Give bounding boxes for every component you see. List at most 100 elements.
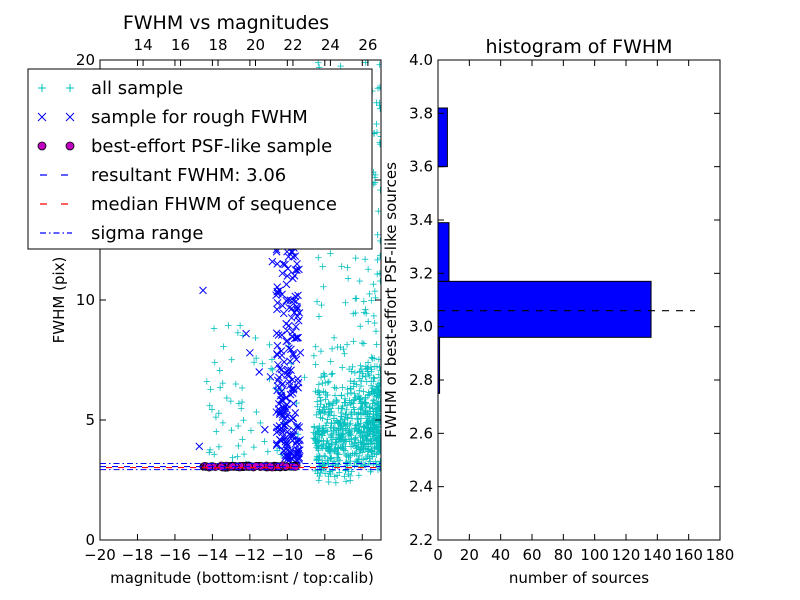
scatter-point-rough-fwhm bbox=[294, 333, 302, 342]
scatter-point-all-sample bbox=[370, 396, 378, 404]
scatter-point-all-sample bbox=[361, 411, 369, 418]
scatter-point-all-sample bbox=[343, 406, 350, 414]
scatter-point-all-sample bbox=[373, 383, 380, 390]
scatter-point-rough-fwhm bbox=[285, 344, 293, 353]
scatter-point-all-sample bbox=[313, 454, 321, 462]
y-tick-label: 10 bbox=[76, 291, 95, 309]
scatter-point-all-sample bbox=[315, 408, 323, 416]
x-tick-label: 60 bbox=[522, 546, 541, 564]
scatter-point-all-sample bbox=[370, 423, 377, 431]
scatter-point-rough-fwhm bbox=[273, 341, 282, 350]
scatter-point-rough-fwhm bbox=[293, 333, 301, 342]
scatter-point-all-sample bbox=[364, 392, 372, 399]
scatter-point-all-sample bbox=[346, 438, 353, 445]
scatter-point-all-sample bbox=[321, 429, 328, 436]
scatter-point-all-sample bbox=[316, 389, 323, 396]
scatter-point-rough-fwhm bbox=[287, 304, 296, 313]
scatter-point-all-sample bbox=[364, 451, 372, 459]
scatter-point-rough-fwhm bbox=[295, 423, 304, 431]
scatter-point-rough-fwhm bbox=[292, 322, 300, 331]
scatter-point-all-sample bbox=[325, 378, 333, 385]
scatter-point-all-sample bbox=[228, 356, 235, 363]
top-tick-label: 14 bbox=[134, 36, 153, 54]
scatter-point-all-sample bbox=[321, 453, 329, 460]
legend-entry: resultant FWHM: 3.06 bbox=[40, 165, 286, 186]
top-tick-label: 22 bbox=[283, 36, 302, 54]
scatter-point-all-sample bbox=[310, 352, 318, 359]
scatter-point-all-sample bbox=[344, 264, 351, 271]
scatter-point-rough-fwhm bbox=[292, 355, 301, 364]
y-tick-label: 3.8 bbox=[409, 104, 433, 122]
scatter-point-all-sample bbox=[219, 379, 226, 387]
scatter-point-all-sample bbox=[315, 477, 323, 484]
scatter-point-all-sample bbox=[371, 375, 378, 382]
x-tick-label: −18 bbox=[122, 546, 154, 564]
scatter-point-all-sample bbox=[350, 338, 357, 345]
scatter-point-all-sample bbox=[339, 431, 346, 438]
scatter-point-rough-fwhm bbox=[278, 269, 287, 278]
scatter-point-all-sample bbox=[374, 231, 381, 239]
scatter-point-all-sample bbox=[365, 389, 372, 396]
scatter-point-all-sample bbox=[206, 402, 213, 409]
scatter-point-all-sample bbox=[355, 472, 363, 479]
scatter-point-all-sample bbox=[339, 364, 346, 371]
scatter-point-all-sample bbox=[294, 431, 302, 438]
scatter-point-all-sample bbox=[364, 266, 372, 273]
scatter-point-all-sample bbox=[371, 429, 378, 437]
scatter-point-all-sample bbox=[330, 334, 338, 342]
y-tick-label: 2.2 bbox=[409, 531, 433, 549]
scatter-point-all-sample bbox=[338, 437, 346, 444]
scatter-point-all-sample bbox=[232, 380, 240, 388]
scatter-point-all-sample bbox=[360, 429, 367, 436]
scatter-point-all-sample bbox=[376, 105, 381, 112]
scatter-point-rough-fwhm bbox=[283, 272, 292, 280]
x-tick-label: 20 bbox=[460, 546, 479, 564]
scatter-point-rough-fwhm bbox=[268, 257, 277, 266]
y-tick-label: 5 bbox=[85, 411, 95, 429]
scatter-point-all-sample bbox=[353, 456, 361, 464]
scatter-point-rough-fwhm bbox=[277, 387, 286, 395]
scatter-point-all-sample bbox=[327, 358, 334, 365]
scatter-point-rough-fwhm bbox=[284, 454, 292, 463]
scatter-point-all-sample bbox=[330, 412, 338, 419]
scatter-point-all-sample bbox=[320, 370, 327, 377]
scatter-point-rough-fwhm bbox=[295, 309, 304, 317]
scatter-point-all-sample bbox=[368, 417, 375, 424]
scatter-point-all-sample bbox=[361, 445, 369, 452]
scatter-point-all-sample bbox=[319, 379, 326, 387]
scatter-point-all-sample bbox=[369, 452, 376, 460]
histogram-bar bbox=[437, 280, 652, 338]
scatter-point-all-sample bbox=[316, 437, 323, 444]
scatter-point-all-sample bbox=[293, 399, 300, 407]
scatter-point-all-sample bbox=[364, 364, 372, 372]
scatter-point-all-sample bbox=[326, 401, 333, 408]
scatter-point-rough-fwhm bbox=[266, 372, 275, 381]
scatter-point-all-sample bbox=[327, 470, 334, 478]
scatter-point-all-sample bbox=[250, 359, 258, 366]
x-tick-label: 40 bbox=[491, 546, 510, 564]
y-tick-label: 0 bbox=[85, 531, 95, 549]
scatter-point-all-sample bbox=[311, 435, 318, 442]
scatter-point-all-sample bbox=[348, 468, 355, 475]
scatter-point-all-sample bbox=[310, 429, 317, 436]
scatter-point-all-sample bbox=[364, 448, 371, 455]
scatter-point-all-sample bbox=[315, 425, 322, 433]
scatter-point-all-sample bbox=[347, 411, 355, 418]
scatter-point-all-sample bbox=[376, 61, 381, 68]
scatter-point-all-sample bbox=[220, 343, 227, 350]
scatter-point-all-sample bbox=[326, 412, 334, 419]
scatter-point-rough-fwhm bbox=[276, 425, 285, 434]
scatter-point-all-sample bbox=[376, 139, 381, 146]
scatter-point-all-sample bbox=[268, 356, 276, 363]
scatter-point-all-sample bbox=[352, 422, 359, 429]
y-tick-label: 3.4 bbox=[409, 211, 433, 229]
scatter-top-ticks: 14 16 18 20 22 24 26 bbox=[134, 36, 377, 66]
scatter-point-all-sample bbox=[338, 405, 345, 412]
scatter-point-all-sample bbox=[366, 404, 373, 411]
scatter-point-rough-fwhm bbox=[289, 426, 298, 435]
histogram-panel: 0 20 40 60 80 100 120 140 160 180 2.2 2.4 2.6 2.8 3.0… bbox=[382, 36, 734, 587]
scatter-point-all-sample bbox=[334, 343, 341, 351]
scatter-point-all-sample bbox=[344, 414, 351, 421]
scatter-point-all-sample bbox=[364, 418, 372, 426]
scatter-point-all-sample bbox=[215, 410, 222, 417]
